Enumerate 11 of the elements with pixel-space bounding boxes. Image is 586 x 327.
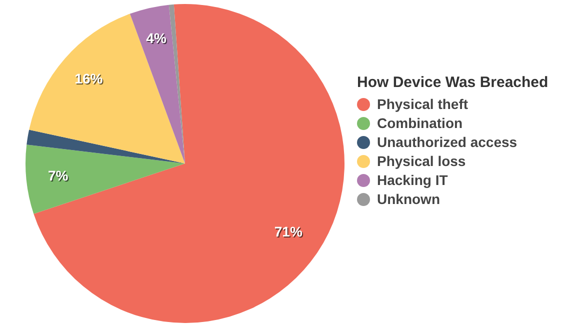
data-label: 4%: [147, 31, 168, 48]
data-label: 7%: [48, 168, 70, 184]
data-label: 71%: [275, 224, 304, 241]
data-label: 16%: [76, 72, 104, 88]
legend-label: Unknown: [377, 190, 440, 209]
legend-label: Physical loss: [377, 152, 466, 171]
legend-label: Combination: [377, 114, 463, 133]
legend-label: Physical theft: [377, 95, 468, 114]
legend-title: How Device Was Breached: [357, 74, 548, 91]
legend-label: Hacking IT: [377, 171, 448, 190]
legend-label: Unauthorized access: [377, 133, 518, 152]
